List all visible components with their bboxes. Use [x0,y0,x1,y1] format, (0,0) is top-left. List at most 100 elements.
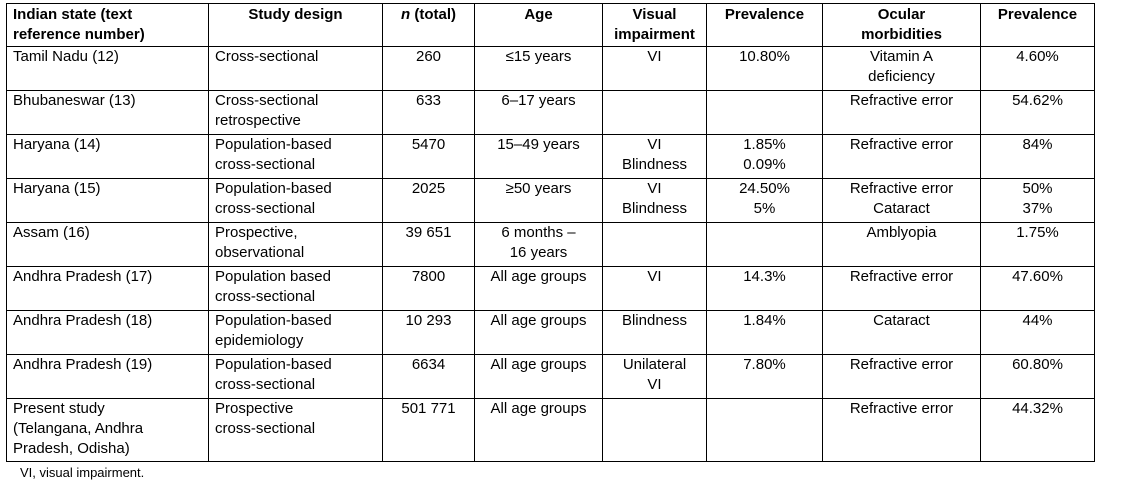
cell-age-text: All age groups [490,268,587,285]
cell-visual-impairment [602,222,707,267]
cell-ocular-morbidity: Vitamin A deficiency [822,46,981,91]
header-visual-impairment: Visual impairment [602,3,707,47]
cell-age-text: 16 years [509,244,568,261]
cell-study-design-text: Prospective, [215,224,298,241]
cell-vi-prevalence: 7.80% [706,354,823,399]
cell-age-text: ≤15 years [505,48,572,65]
cell-study-design-text: Population-based [215,356,332,373]
cell-n-total: 633 [382,90,475,135]
cell-study-design-text: Population-based [215,180,332,197]
cell-vi-prevalence [706,398,823,462]
cell-visual-impairment-text: VI [647,268,662,285]
cell-morbidity-prevalence-text: 84% [1022,136,1053,153]
cell-morbidity-prevalence: 4.60% [980,46,1095,91]
cell-study-design-text: cross-sectional [215,200,316,217]
cell-visual-impairment-text: VI [647,48,662,65]
table-row: Andhra Pradesh (17) Population based cross… [6,266,1095,311]
cell-morbidity-prevalence-text: 4.60% [1016,48,1059,65]
cell-n-total-text: 501 771 [401,400,456,417]
cell-study-design: Prospective, observational [208,222,383,267]
cell-age-text: All age groups [490,312,587,329]
cell-n-total: 2025 [382,178,475,223]
cell-vi-prevalence [706,222,823,267]
cell-indian-state-text: Andhra Pradesh (17) [13,268,153,285]
cell-n-total-text: 633 [415,92,442,109]
cell-n-total-text: 39 651 [405,224,452,241]
cell-age: All age groups [474,310,603,355]
cell-visual-impairment: VI [602,46,707,91]
header-indian-state: Indian state (text reference number) [6,3,209,47]
cell-indian-state: Tamil Nadu (12) [6,46,209,91]
cell-study-design-text: Cross-sectional [215,48,319,65]
cell-study-design: Population based cross-sectional [208,266,383,311]
cell-visual-impairment-text: VI [647,136,662,153]
cell-morbidity-prevalence-text: 44% [1022,312,1053,329]
cell-ocular-morbidity: Refractive error [822,90,981,135]
cell-study-design-text: Population-based [215,312,332,329]
header-ocular-morbidities: Ocular morbidities [822,3,981,47]
cell-age: 6–17 years [474,90,603,135]
cell-ocular-morbidity: Refractive error [822,354,981,399]
cell-visual-impairment-text: Blindness [621,200,688,217]
cell-ocular-morbidity-text: Refractive error [849,136,954,153]
cell-study-design: Prospective cross-sectional [208,398,383,462]
header-morbidity-prevalence: Prevalence [980,3,1095,47]
cell-visual-impairment-text: VI [647,180,662,197]
cell-ocular-morbidity-text: Refractive error [849,356,954,373]
cell-age-text: ≥50 years [505,180,572,197]
cell-n-total-text: 7800 [411,268,446,285]
table-row: Assam (16) Prospective, observational 39 65… [6,222,1095,267]
cell-morbidity-prevalence: 1.75% [980,222,1095,267]
cell-age-text: All age groups [490,400,587,417]
cell-study-design: Population-based cross-sectional [208,178,383,223]
cell-ocular-morbidity: Refractive error [822,266,981,311]
cell-ocular-morbidity-text: Cataract [873,200,930,217]
cell-ocular-morbidity-text: Vitamin A [869,48,934,65]
cell-study-design-text: cross-sectional [215,288,316,305]
cell-visual-impairment: VI Blindness [602,178,707,223]
table-row: Present study (Telangana, Andhra Pradesh, … [6,398,1095,462]
cell-morbidity-prevalence-text: 47.60% [1012,268,1063,285]
table-body: Tamil Nadu (12) Cross-sectional 260 ≤15 yea… [6,46,1095,462]
cell-n-total: 5470 [382,134,475,179]
table-row: Haryana (14) Population-based cross-sectio… [6,134,1095,179]
cell-vi-prevalence-text: 1.84% [743,312,786,329]
cell-ocular-morbidity: Amblyopia [822,222,981,267]
cell-study-design: Population-based cross-sectional [208,354,383,399]
cell-age: All age groups [474,354,603,399]
header-age: Age [474,3,603,47]
cell-indian-state-text: Present study [13,400,105,417]
cell-age: All age groups [474,398,603,462]
cell-visual-impairment: Blindness [602,310,707,355]
cell-vi-prevalence-text: 24.50% [739,180,790,197]
cell-age: All age groups [474,266,603,311]
cell-visual-impairment: VI [602,266,707,311]
cell-n-total-text: 2025 [411,180,446,197]
cell-indian-state-text: Assam (16) [13,224,90,241]
cell-visual-impairment-text: Blindness [621,156,688,173]
cell-vi-prevalence [706,90,823,135]
cell-study-design: Population-based epidemiology [208,310,383,355]
cell-indian-state: Haryana (14) [6,134,209,179]
cell-n-total-text: 6634 [411,356,446,373]
table-row: Andhra Pradesh (18) Population-based epide… [6,310,1095,355]
cell-indian-state: Present study (Telangana, Andhra Pradesh, … [6,398,209,462]
cell-ocular-morbidity: Cataract [822,310,981,355]
cell-n-total-text: 5470 [411,136,446,153]
table-row: Haryana (15) Population-based cross-sectio… [6,178,1095,223]
cell-indian-state: Andhra Pradesh (17) [6,266,209,311]
cell-indian-state-text: Haryana (15) [13,180,101,197]
cell-ocular-morbidity: Refractive error [822,134,981,179]
cell-indian-state: Bhubaneswar (13) [6,90,209,135]
cell-n-total-text: 260 [415,48,442,65]
cell-indian-state-text: Andhra Pradesh (18) [13,312,153,329]
cell-indian-state-text: Bhubaneswar (13) [13,92,136,109]
cell-vi-prevalence-text: 0.09% [743,156,786,173]
cell-morbidity-prevalence: 44% [980,310,1095,355]
cell-morbidity-prevalence-text: 50% [1022,180,1053,197]
cell-n-total-text: 10 293 [405,312,452,329]
cell-study-design-text: epidemiology [215,332,304,349]
cell-ocular-morbidity-text: Refractive error [849,92,954,109]
cell-n-total: 501 771 [382,398,475,462]
cell-morbidity-prevalence-text: 60.80% [1012,356,1063,373]
